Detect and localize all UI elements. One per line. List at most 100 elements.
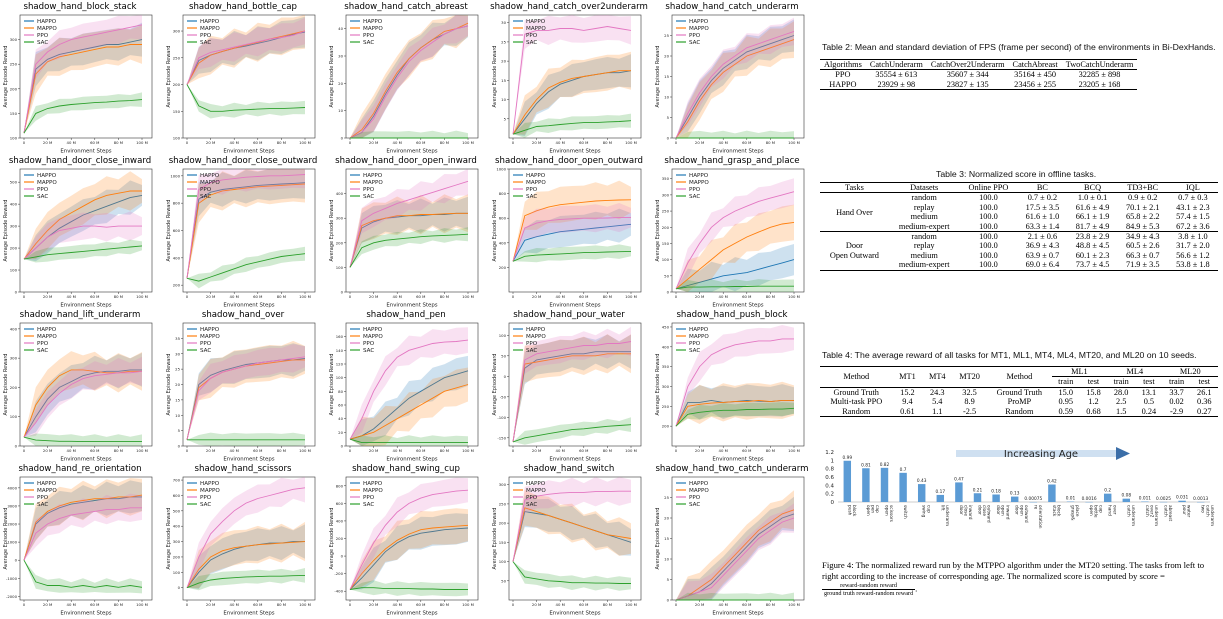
table4-cell: ProMP	[1007, 397, 1032, 407]
x-tick-label: 80 M	[277, 448, 286, 453]
bar-category-label: pen	[870, 505, 875, 513]
legend-label: SAC	[363, 502, 374, 508]
confidence-band-ppo	[676, 503, 794, 600]
legend-label: MAPPO	[363, 26, 383, 32]
table3-cell: 48.8 ± 4.5	[1075, 241, 1110, 251]
legend-label: PPO	[37, 187, 49, 193]
y-tick-label: 800	[336, 483, 344, 488]
figure4-caption: Figure 4: The normalized reward run by t…	[822, 560, 1220, 597]
legend-label: SAC	[689, 502, 700, 508]
x-tick-label: 40 M	[67, 294, 76, 299]
training-curve-panel: shadow_hand_push_block 200 250 300 350 400 450…	[652, 310, 812, 463]
table4-cell: 33.7	[1169, 387, 1184, 397]
legend-label: HAPPO	[37, 481, 57, 487]
plot-frame	[19, 14, 153, 139]
table3-caption: Table 3: Normalized score in offline tas…	[936, 169, 1097, 179]
x-tick-label: 100 M	[299, 602, 311, 607]
line-chart: 0 50 100 150 200 250 300 350 0 20 M 40 M 60 M 80 M 10…	[655, 168, 805, 309]
series-line-ppo	[675, 517, 795, 601]
y-axis-label: Average Episode Reward	[492, 354, 498, 416]
chart-title: shadow_hand_swing_cup	[352, 464, 460, 474]
series-line-mappo	[349, 384, 469, 440]
y-tick-label: 120	[336, 362, 344, 367]
legend-label: HAPPO	[200, 327, 220, 333]
x-tick-label: 80 M	[277, 140, 286, 145]
x-axis-label: Environment Steps	[712, 149, 763, 155]
legend-label: SAC	[363, 348, 374, 354]
x-axis-label: Environment Steps	[549, 303, 600, 309]
confidence-band-ppo	[513, 477, 631, 562]
x-tick-label: 20 M	[43, 294, 52, 299]
line-chart: 0 5 10 15 20 25 30 35 0 20 M 40 M 60 M 80 M 100 M Envi…	[166, 322, 316, 463]
confidence-band-ppo	[24, 493, 142, 561]
chart-title: shadow_hand_lift_underarm	[19, 310, 141, 320]
x-tick-label: 20 M	[206, 140, 215, 145]
table4-cell: 28.0	[1113, 387, 1129, 397]
x-tick-label: 60 M	[253, 294, 262, 299]
y-tick-label: 1.2	[825, 450, 834, 456]
y-tick-label: 0	[341, 136, 344, 141]
y-tick-label: 5	[667, 577, 670, 582]
y-tick-label: 1	[831, 458, 835, 464]
y-tick-label: 400	[499, 240, 507, 245]
series-line-sac	[512, 120, 632, 135]
series-line-mappo	[675, 39, 795, 139]
chart-title: shadow_hand_grasp_and_place	[664, 156, 800, 166]
table3-cell: 60.1 ± 2.3	[1075, 250, 1110, 260]
x-tick-label: 40 M	[393, 448, 402, 453]
y-tick-label: 800	[499, 191, 507, 196]
line-chart: 0 100 200 300 400 500 600 700 0 20 M 40 M 60 M 80 M 1…	[166, 476, 316, 617]
plot-frame	[19, 168, 153, 293]
table3-task-hand-over: Hand Over	[836, 207, 873, 217]
line-chart: 200 250 300 350 400 450 0 20 M 40 M 60 M 80 M 100 M…	[655, 322, 805, 463]
x-tick-label: 0	[186, 602, 189, 607]
confidence-band-mappo	[350, 508, 468, 590]
x-tick-label: 40 M	[67, 140, 76, 145]
x-tick-label: 80 M	[440, 602, 449, 607]
training-curve-panel: shadow_hand_swing_cup -400 -200 0 200 400 600 8…	[326, 464, 486, 617]
training-curve-panel: shadow_hand_re_orientation -2000 -1000 0 100…	[0, 464, 160, 617]
x-tick-label: 100 M	[462, 294, 474, 299]
legend-label: SAC	[200, 40, 211, 46]
table4-cell: Ground Truth	[996, 387, 1043, 397]
legend-label: SAC	[200, 194, 211, 200]
table4-header-cell: ML1	[1051, 366, 1108, 378]
legend-label: MAPPO	[526, 334, 546, 340]
x-tick-label: 0	[186, 140, 189, 145]
legend-label: HAPPO	[689, 327, 709, 333]
legend-label: SAC	[526, 194, 537, 200]
y-tick-label: 20	[664, 54, 669, 59]
bar-category-label: catch	[1144, 505, 1150, 517]
confidence-band-sac	[513, 113, 631, 138]
table3-cell: 61.6 ± 1.0	[1025, 212, 1060, 222]
table4-cell: 0.36	[1197, 397, 1212, 407]
bar	[936, 494, 945, 502]
series-line-ppo	[349, 489, 469, 590]
bar-category-label: cup	[925, 505, 930, 513]
plot-frame	[345, 476, 479, 601]
table4-header-cell: ML20	[1162, 366, 1218, 378]
y-tick-label: 300	[10, 224, 18, 229]
confidence-band-ppo	[676, 178, 794, 289]
table4-cell: 0.61	[900, 406, 915, 416]
x-tick-label: 20 M	[532, 602, 541, 607]
series-line-happo	[186, 357, 306, 440]
legend-label: HAPPO	[526, 327, 546, 333]
confidence-band-mappo	[350, 194, 468, 268]
y-tick-label: 100	[662, 257, 670, 262]
series-line-mappo	[23, 494, 143, 561]
table3-task-door-open-outward: Door Open Outward	[820, 232, 889, 271]
legend-label: PPO	[37, 33, 49, 39]
confidence-band-ppo	[350, 477, 468, 590]
bar-category-label: block	[851, 505, 857, 517]
confidence-band-happo	[187, 524, 305, 589]
legend-label: SAC	[37, 502, 48, 508]
bar-value-label: 0.031	[1176, 495, 1189, 501]
chart-title: shadow_hand_scissors	[194, 464, 292, 474]
bar-category-label: underarm	[1153, 505, 1159, 526]
y-tick-label: 400	[662, 344, 670, 349]
table3-header-cell: TD3+BC	[1127, 183, 1159, 192]
bar-category-label: switch	[902, 505, 908, 519]
bar-value-label: 0.7	[900, 467, 907, 473]
table3-cell: medium-expert	[898, 221, 950, 231]
